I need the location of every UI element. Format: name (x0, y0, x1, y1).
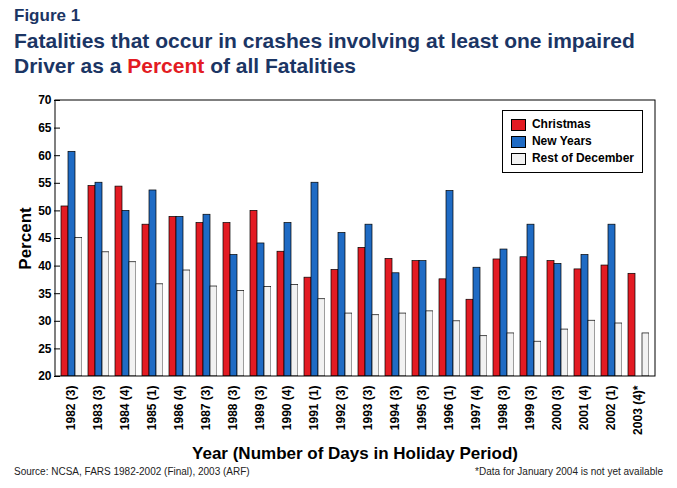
svg-text:40: 40 (38, 259, 52, 273)
svg-text:1998 (3): 1998 (3) (496, 386, 510, 431)
html-text:Source: NCSA, FARS 1982-2002 (: Source: NCSA, FARS 1982-2002 (Final), 20… (14, 466, 250, 477)
svg-text:2001 (4): 2001 (4) (577, 386, 591, 431)
svg-text:25: 25 (38, 342, 52, 356)
svg-text:1982 (3): 1982 (3) (64, 386, 78, 431)
svg-text:2000 (3): 2000 (3) (550, 386, 564, 431)
svg-text:1990 (4): 1990 (4) (280, 386, 294, 431)
svg-text:60: 60 (38, 149, 52, 163)
svg-text:1997 (4): 1997 (4) (469, 386, 483, 431)
svg-text:1995 (3): 1995 (3) (415, 386, 429, 431)
svg-text:Percent: Percent (16, 207, 35, 270)
svg-text:45: 45 (38, 231, 52, 245)
html-text:Rest of December: Rest of December (532, 151, 634, 165)
svg-text:1992 (3): 1992 (3) (334, 386, 348, 431)
svg-text:Year (Number of Days in Holida: Year (Number of Days in Holiday Period) (192, 444, 518, 463)
svg-text:1988 (3): 1988 (3) (226, 386, 240, 431)
html-text:Fatalities that occur in crash: Fatalities that occur in crashes involvi… (14, 29, 635, 77)
svg-text:55: 55 (38, 176, 52, 190)
html-text:New Years: New Years (532, 134, 592, 148)
html-text:Christmas: Christmas (532, 117, 591, 131)
svg-text:1983 (3): 1983 (3) (91, 386, 105, 431)
svg-text:50: 50 (38, 204, 52, 218)
svg-text:1999 (3): 1999 (3) (523, 386, 537, 431)
svg-text:2003 (4)*: 2003 (4)* (631, 385, 645, 435)
svg-text:1989 (3): 1989 (3) (253, 386, 267, 431)
svg-text:1984 (4): 1984 (4) (118, 386, 132, 431)
svg-text:1991 (1): 1991 (1) (307, 386, 321, 431)
svg-text:70: 70 (38, 93, 52, 107)
html-text:*Data for January 2004 is not: *Data for January 2004 is not yet availa… (475, 466, 663, 477)
svg-text:1994 (3): 1994 (3) (388, 386, 402, 431)
html-text:Figure 1: Figure 1 (14, 6, 81, 25)
svg-text:2002 (1): 2002 (1) (604, 386, 618, 431)
svg-text:1985 (1): 1985 (1) (145, 386, 159, 431)
svg-text:1987 (3): 1987 (3) (199, 386, 213, 431)
svg-text:1993 (3): 1993 (3) (361, 386, 375, 431)
svg-text:1986 (4): 1986 (4) (172, 386, 186, 431)
svg-text:35: 35 (38, 287, 52, 301)
svg-text:1996 (1): 1996 (1) (442, 386, 456, 431)
svg-text:20: 20 (38, 369, 52, 383)
svg-text:30: 30 (38, 314, 52, 328)
svg-text:65: 65 (38, 121, 52, 135)
